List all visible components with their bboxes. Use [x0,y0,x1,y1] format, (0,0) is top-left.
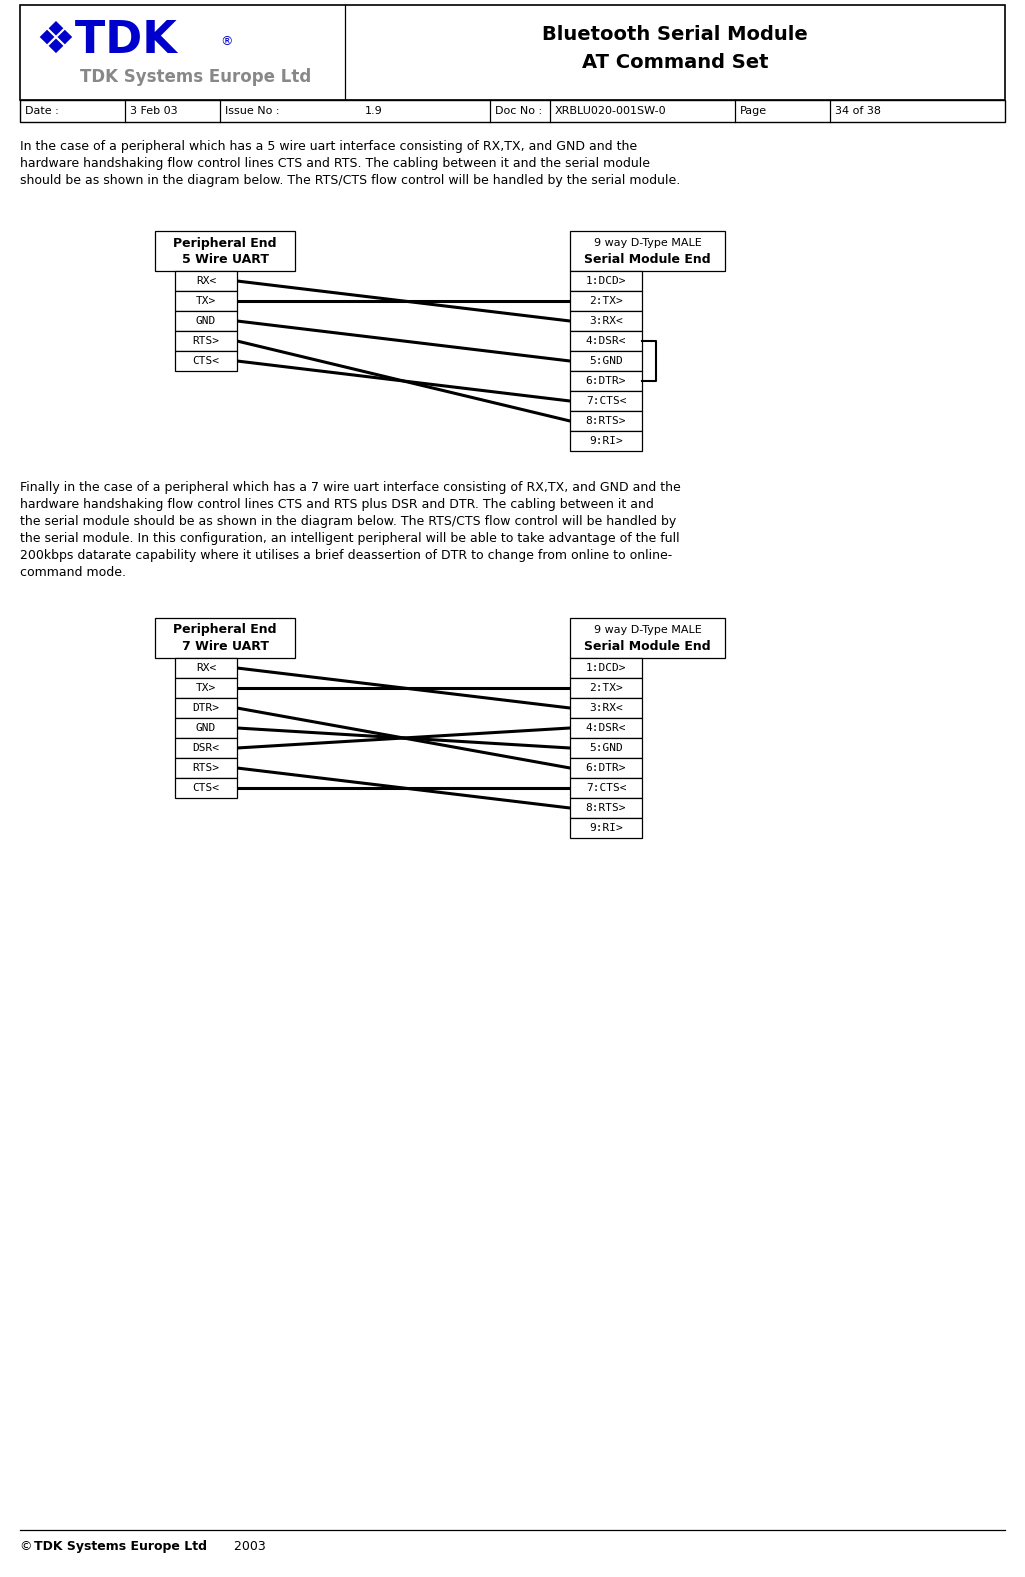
Text: 4:DSR<: 4:DSR< [585,336,626,345]
Bar [175,331,237,352]
Text: Date :: Date : [25,106,58,117]
Bar [570,818,642,837]
Bar [570,678,642,699]
Text: 4:DSR<: 4:DSR< [585,722,626,733]
Bar [570,311,642,331]
Text: 6:DTR>: 6:DTR> [585,763,626,773]
Text: 1:DCD>: 1:DCD> [585,662,626,673]
Bar [175,678,237,699]
Text: 6:DTR>: 6:DTR> [585,375,626,386]
Text: hardware handshaking flow control lines CTS and RTS plus DSR and DTR. The cablin: hardware handshaking flow control lines … [20,498,654,511]
Text: TX>: TX> [196,296,216,306]
Text: TX>: TX> [196,683,216,692]
Text: 8:RTS>: 8:RTS> [585,803,626,814]
Text: the serial module should be as shown in the diagram below. The RTS/CTS flow cont: the serial module should be as shown in … [20,516,676,528]
Text: Issue No :: Issue No : [226,106,280,117]
Bar [175,738,237,759]
Bar [570,759,642,777]
Bar [570,230,725,271]
Text: Serial Module End: Serial Module End [584,254,710,267]
Text: command mode.: command mode. [20,566,126,579]
Text: AT Command Set: AT Command Set [582,54,769,73]
Text: In the case of a peripheral which has a 5 wire uart interface consisting of RX,T: In the case of a peripheral which has a … [20,140,638,153]
Text: 1.9: 1.9 [365,106,382,117]
Text: 2:TX>: 2:TX> [589,296,623,306]
Text: 9 way D-Type MALE: 9 way D-Type MALE [593,624,701,636]
Text: RX<: RX< [196,276,216,285]
Text: TDK Systems Europe Ltd: TDK Systems Europe Ltd [80,68,312,87]
Text: 1:DCD>: 1:DCD> [585,276,626,285]
Text: hardware handshaking flow control lines CTS and RTS. The cabling between it and : hardware handshaking flow control lines … [20,158,650,170]
Bar [570,391,642,412]
Text: 3 Feb 03: 3 Feb 03 [130,106,177,117]
Bar [175,271,237,292]
Text: 2:TX>: 2:TX> [589,683,623,692]
Bar [175,759,237,777]
Bar [175,718,237,738]
Bar [155,618,295,658]
Bar [570,618,725,658]
Bar [570,271,642,292]
Text: 9 way D-Type MALE: 9 way D-Type MALE [593,238,701,248]
Bar [570,777,642,798]
Bar [175,777,237,798]
Bar [570,699,642,718]
Bar [570,412,642,431]
Text: 5 Wire UART: 5 Wire UART [181,254,269,267]
Text: 5:GND: 5:GND [589,356,623,366]
Text: ®: ® [220,36,233,49]
Text: GND: GND [196,722,216,733]
Text: RTS>: RTS> [193,763,219,773]
Text: 5:GND: 5:GND [589,743,623,752]
Text: Peripheral End: Peripheral End [173,623,277,637]
Text: DSR<: DSR< [193,743,219,752]
Bar [20,99,1004,121]
Text: RX<: RX< [196,662,216,673]
Bar [20,5,1004,99]
Bar [570,798,642,818]
Text: 9:RI>: 9:RI> [589,435,623,446]
Bar [570,718,642,738]
Text: 7:CTS<: 7:CTS< [585,396,626,405]
Text: the serial module. In this configuration, an intelligent peripheral will be able: the serial module. In this configuration… [20,531,680,546]
Text: 200kbps datarate capability where it utilises a brief deassertion of DTR to chan: 200kbps datarate capability where it uti… [20,549,672,561]
Text: ❖TDK: ❖TDK [35,19,176,62]
Text: Finally in the case of a peripheral which has a 7 wire uart interface consisting: Finally in the case of a peripheral whic… [20,481,681,494]
Bar [175,658,237,678]
Bar [155,230,295,271]
Text: TDK Systems Europe Ltd: TDK Systems Europe Ltd [34,1541,207,1553]
Text: ©: © [20,1541,37,1553]
Text: CTS<: CTS< [193,356,219,366]
Bar [570,371,642,391]
Text: DTR>: DTR> [193,703,219,713]
Text: RTS>: RTS> [193,336,219,345]
Text: should be as shown in the diagram below. The RTS/CTS flow control will be handle: should be as shown in the diagram below.… [20,173,681,188]
Bar [175,311,237,331]
Bar [175,352,237,371]
Text: Peripheral End: Peripheral End [173,237,277,249]
Bar [175,699,237,718]
Bar [570,738,642,759]
Bar [570,352,642,371]
Text: 7:CTS<: 7:CTS< [585,784,626,793]
Text: 3:RX<: 3:RX< [589,315,623,326]
Text: Bluetooth Serial Module: Bluetooth Serial Module [542,25,808,44]
Text: 3:RX<: 3:RX< [589,703,623,713]
Bar [570,292,642,311]
Bar [570,331,642,352]
Text: 2003: 2003 [230,1541,265,1553]
Text: 7 Wire UART: 7 Wire UART [181,640,269,653]
Text: 9:RI>: 9:RI> [589,823,623,833]
Text: Doc No :: Doc No : [495,106,542,117]
Text: 8:RTS>: 8:RTS> [585,416,626,426]
Text: CTS<: CTS< [193,784,219,793]
Text: GND: GND [196,315,216,326]
Text: Page: Page [740,106,767,117]
Bar [175,292,237,311]
Text: XRBLU020-001SW-0: XRBLU020-001SW-0 [555,106,666,117]
Text: 34 of 38: 34 of 38 [835,106,882,117]
Bar [570,431,642,451]
Text: Serial Module End: Serial Module End [584,640,710,653]
Bar [570,658,642,678]
